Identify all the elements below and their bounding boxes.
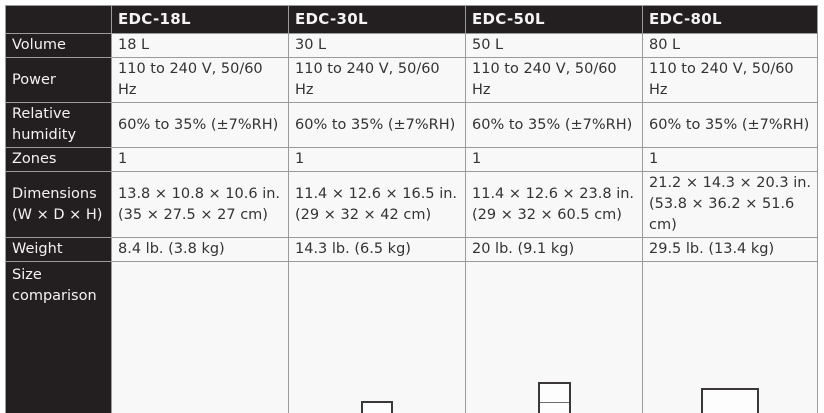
cell-weight-edc-30l: 14.3 lb. (6.5 kg)	[288, 237, 466, 262]
cell-power-edc-80l: 110 to 240 V, 50/60 Hz	[642, 57, 818, 103]
cell-humidity-edc-80l: 60% to 35% (±7%RH)	[642, 102, 818, 148]
cell-zones-edc-18l: 1	[111, 147, 289, 172]
column-header-edc-80l: EDC-80L	[642, 5, 818, 34]
size-box-edc-30l	[361, 400, 393, 413]
row-label-dimensions: Dimensions (W × D × H)	[5, 171, 112, 238]
row-label-relative-humidity: Relative humidity	[5, 102, 112, 148]
header-row: EDC-18L EDC-30L EDC-50L EDC-80L	[5, 5, 818, 34]
dimensions-inches: 11.4 × 12.6 × 23.8 in.	[472, 185, 635, 202]
cell-dimensions-edc-80l: 21.2 × 14.3 × 20.3 in. (53.8 × 36.2 × 51…	[642, 171, 818, 238]
cell-weight-edc-50l: 20 lb. (9.1 kg)	[465, 237, 643, 262]
dimensions-cm: (29 × 32 × 60.5 cm)	[472, 206, 622, 223]
dimensions-inches: 21.2 × 14.3 × 20.3 in.	[649, 175, 812, 191]
zones-row: Zones 1 1 1 1	[5, 147, 818, 172]
row-label-size-comparison: Size comparison	[5, 261, 112, 413]
power-row: Power 110 to 240 V, 50/60 Hz 110 to 240 …	[5, 57, 818, 103]
cell-humidity-edc-30l: 60% to 35% (±7%RH)	[288, 102, 466, 148]
dimensions-row: Dimensions (W × D × H) 13.8 × 10.8 × 10.…	[5, 171, 818, 238]
cell-size-edc-18l	[111, 261, 289, 413]
cell-dimensions-edc-50l: 11.4 × 12.6 × 23.8 in. (29 × 32 × 60.5 c…	[465, 171, 643, 238]
row-label-power: Power	[5, 57, 112, 103]
column-header-edc-30l: EDC-30L	[288, 5, 466, 34]
cell-volume-edc-18l: 18 L	[111, 33, 289, 58]
cell-weight-edc-80l: 29.5 lb. (13.4 kg)	[642, 237, 818, 262]
cell-humidity-edc-50l: 60% to 35% (±7%RH)	[465, 102, 643, 148]
dimensions-cm: (53.8 × 36.2 × 51.6 cm)	[649, 196, 795, 233]
cell-size-edc-30l	[288, 261, 466, 413]
cell-volume-edc-50l: 50 L	[465, 33, 643, 58]
size-comparison-row: Size comparison	[5, 261, 818, 413]
cell-zones-edc-80l: 1	[642, 147, 818, 172]
dimensions-cm: (29 × 32 × 42 cm)	[295, 206, 432, 223]
dimensions-inches: 13.8 × 10.8 × 10.6 in.	[118, 185, 281, 202]
cell-humidity-edc-18l: 60% to 35% (±7%RH)	[111, 102, 289, 148]
weight-row: Weight 8.4 lb. (3.8 kg) 14.3 lb. (6.5 kg…	[5, 237, 818, 262]
cell-power-edc-30l: 110 to 240 V, 50/60 Hz	[288, 57, 466, 103]
row-label-volume: Volume	[5, 33, 112, 58]
column-header-edc-50l: EDC-50L	[465, 5, 643, 34]
cell-power-edc-50l: 110 to 240 V, 50/60 Hz	[465, 57, 643, 103]
cell-dimensions-edc-30l: 11.4 × 12.6 × 16.5 in. (29 × 32 × 42 cm)	[288, 171, 466, 238]
column-header-edc-18l: EDC-18L	[111, 5, 289, 34]
row-label-weight: Weight	[5, 237, 112, 262]
cell-size-edc-80l	[642, 261, 818, 413]
dimensions-cm: (35 × 27.5 × 27 cm)	[118, 206, 268, 223]
cell-size-edc-50l	[465, 261, 643, 413]
dimensions-inches: 11.4 × 12.6 × 16.5 in.	[295, 185, 458, 202]
humidity-row: Relative humidity 60% to 35% (±7%RH) 60%…	[5, 102, 818, 148]
corner-cell	[5, 5, 112, 34]
volume-row: Volume 18 L 30 L 50 L 80 L	[5, 33, 818, 58]
size-box-edc-80l	[701, 387, 759, 413]
cell-zones-edc-50l: 1	[465, 147, 643, 172]
cell-power-edc-18l: 110 to 240 V, 50/60 Hz	[111, 57, 289, 103]
cell-volume-edc-30l: 30 L	[288, 33, 466, 58]
spec-table: EDC-18L EDC-30L EDC-50L EDC-80L Volume 1…	[5, 5, 818, 413]
cell-zones-edc-30l: 1	[288, 147, 466, 172]
cell-weight-edc-18l: 8.4 lb. (3.8 kg)	[111, 237, 289, 262]
row-label-zones: Zones	[5, 147, 112, 172]
cell-volume-edc-80l: 80 L	[642, 33, 818, 58]
cell-dimensions-edc-18l: 13.8 × 10.8 × 10.6 in. (35 × 27.5 × 27 c…	[111, 171, 289, 238]
size-box-edc-50l	[537, 381, 571, 413]
